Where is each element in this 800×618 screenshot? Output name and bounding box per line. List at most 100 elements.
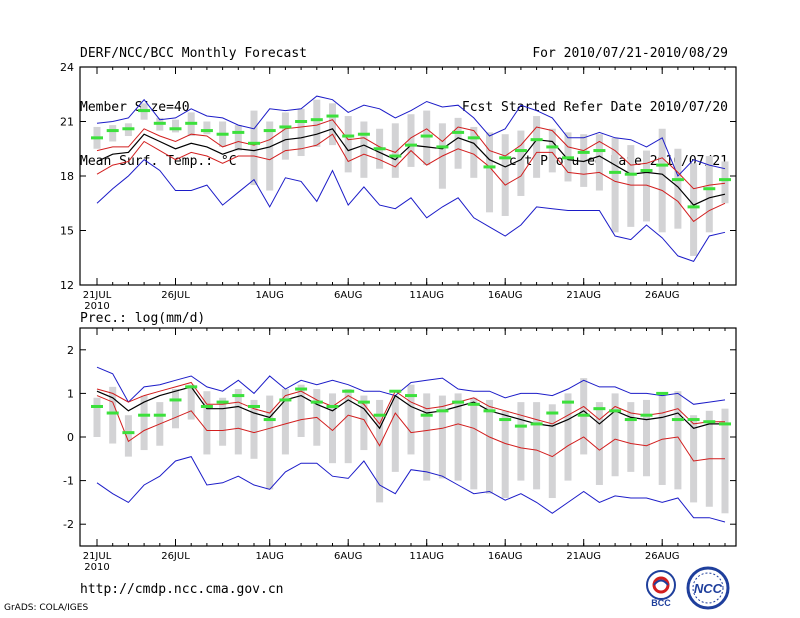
x-tick-label: 21JUL [83,551,112,562]
spread-line-upper [96,381,725,425]
control-mark [138,413,151,417]
control-mark [342,389,355,393]
ensemble-box [124,415,132,457]
control-mark [216,132,229,136]
ensemble-box [580,134,588,187]
ensemble-box [674,391,682,490]
ensemble-box [470,397,478,490]
precip-panel-title: Prec.: log(mm/d) [80,311,205,326]
ensemble-box [360,395,368,451]
control-mark [656,391,669,395]
ensemble-box [203,391,211,455]
y-tick-label: 1 [67,387,74,400]
control-mark [138,109,151,113]
control-mark [593,149,606,153]
control-mark [122,127,135,131]
y-tick-label: 18 [60,170,74,183]
control-mark [357,400,370,404]
ensemble-box [438,395,446,479]
ensemble-box [564,393,572,481]
ensemble-box [486,399,493,494]
control-mark [248,141,260,145]
ensemble-box [721,161,729,204]
ensemble-box [376,399,384,503]
control-mark [405,143,417,147]
control-mark [91,404,103,408]
x-tick-label: 6AUG [334,551,362,562]
control-mark [577,150,590,154]
y-tick-label: 15 [60,225,74,238]
control-mark [671,178,684,182]
ensemble-box [627,402,635,472]
x-tick-label: 16AUG [488,290,523,301]
control-mark [530,422,543,426]
ensemble-box [329,103,336,146]
y-tick-label: 2 [67,344,74,357]
x-tick-label: 1AUG [256,551,284,562]
ensemble-box [690,163,698,256]
control-mark [326,404,339,408]
ensemble-box [548,404,556,499]
control-mark [452,130,465,134]
y-tick-label: -1 [63,475,74,488]
control-mark [436,409,449,413]
control-mark [169,398,182,402]
ensemble-box [517,402,525,481]
ensemble-box [454,393,462,481]
control-mark [153,121,166,125]
control-mark [106,411,119,415]
ensemble-box [611,137,619,233]
plot-frame [79,66,737,286]
ensemble-box [203,121,211,135]
ensemble-box [627,145,635,227]
control-mark [499,418,512,422]
header-variable: Mean Surf. Temp.: °C [80,154,237,169]
control-mark [483,409,496,413]
control-mark [263,129,276,133]
control-mark [609,170,622,174]
range-line-min [96,95,726,177]
x-tick-label: 26AUG [645,290,680,301]
ensemble-box [391,123,399,178]
ensemble-box [109,386,117,444]
ensemble-box [486,132,493,213]
control-mark [106,129,119,133]
ensemble-box [234,125,242,151]
ensemble-box [533,116,541,178]
control-mark [577,413,590,417]
control-mark [514,424,527,428]
bcc-logo-text: BCC [651,598,671,608]
control-mark [169,127,182,131]
ensemble-box [611,393,619,477]
control-mark [452,400,465,404]
ensemble-box [360,121,368,178]
control-mark [295,387,308,391]
control-mark [562,400,574,404]
control-mark [405,394,417,398]
control-mark [389,154,402,158]
footer-url[interactable]: http://cmdp.ncc.cma.gov.cn [80,582,284,597]
control-mark [295,120,308,123]
control-mark [248,404,260,408]
ensemble-box [140,395,148,451]
ensemble-box [454,117,462,169]
control-mark [279,398,292,402]
control-mark [279,125,292,129]
x-tick-label: 26AUG [645,551,680,562]
control-mark [530,138,543,142]
ensemble-box [266,395,274,490]
control-mark [200,404,213,408]
ensemble-box [297,108,305,157]
x-tick-label: 21AUG [566,551,601,562]
control-mark [624,418,637,422]
control-mark [593,407,606,411]
range-line-min [96,366,726,405]
ensemble-box [250,110,258,186]
control-mark [546,411,559,415]
y-tick-label: 21 [60,116,74,129]
control-mark [562,156,574,160]
control-mark [703,187,716,191]
x-tick-label: 11AUG [409,551,444,562]
y-tick-label: 24 [60,61,74,74]
ensemble-box [658,395,666,485]
